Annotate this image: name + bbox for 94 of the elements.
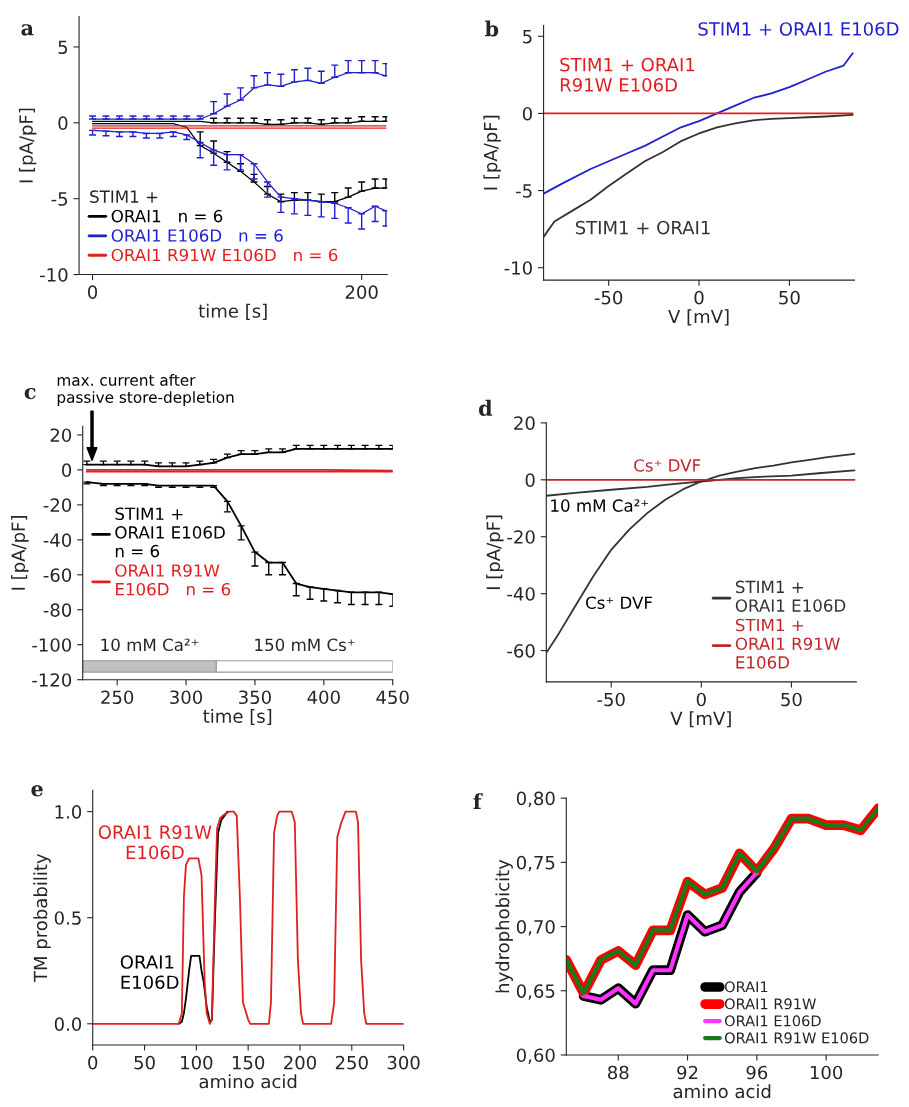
annotation: 10 mM Ca²⁺ — [551, 499, 649, 512]
x-tick-label: 400 — [307, 690, 340, 705]
y-tick-label: -20 — [43, 498, 72, 512]
chart-title: d — [478, 399, 493, 416]
chart-title: e — [31, 785, 43, 797]
y-tick-label: 5 — [523, 29, 532, 44]
x-tick-label: 96 — [746, 1065, 768, 1080]
series-label: ORAI1 R91W E106D — [98, 825, 212, 860]
chart-title: a — [21, 24, 34, 36]
y-axis-title: I [pA/pF] — [11, 516, 29, 590]
y-tick-label: -10 — [504, 261, 532, 275]
x-axis-title: V [mV] — [670, 711, 731, 728]
legend-title: STIM1 + — [90, 190, 158, 203]
x-tick-label: 50 — [779, 290, 800, 305]
chart-title: c — [24, 387, 36, 400]
y-tick-label: -40 — [43, 533, 72, 547]
x-tick-label: -50 — [594, 290, 623, 305]
legend-label: ORAI1 R91W E106D n = 6 — [111, 248, 338, 262]
x-tick-label: 450 — [376, 690, 409, 705]
x-tick-label: 250 — [335, 1055, 368, 1070]
y-tick-label: 20 — [514, 416, 535, 430]
chart-title: b — [484, 20, 499, 37]
x-tick-label: 88 — [608, 1065, 629, 1080]
y-tick-label: 0 — [58, 116, 68, 130]
y-tick-label: 0,70 — [516, 920, 555, 936]
y-axis-title: TM probability — [33, 853, 51, 983]
band-label: 10 mM Ca²⁺ — [101, 638, 199, 652]
x-tick-label: 50 — [781, 692, 802, 707]
y-tick-label: -20 — [507, 530, 535, 544]
y-tick-label: 0,60 — [516, 1048, 555, 1064]
y-tick-label: -60 — [507, 644, 535, 658]
x-axis-title: amino acid — [673, 1084, 771, 1099]
x-tick-label: 0 — [87, 285, 98, 299]
x-axis-title: time [s] — [203, 708, 272, 726]
annotation: Cs⁺ DVF — [585, 596, 653, 610]
x-axis-title: V [mV] — [668, 309, 729, 326]
text: STIM1 + ORAI1 E106D — [698, 22, 899, 36]
y-tick-label: 0 — [522, 106, 532, 121]
x-axis-title: time [s] — [198, 303, 267, 320]
y-tick-label: 0 — [62, 463, 72, 478]
band-label: 150 mM Cs⁺ — [255, 638, 355, 652]
y-tick-label: -40 — [507, 587, 535, 601]
x-tick-label: 0 — [696, 692, 706, 707]
x-tick-label: 100 — [810, 1065, 843, 1080]
x-tick-label: 300 — [170, 690, 203, 705]
y-tick-label: -80 — [43, 603, 72, 617]
legend-label: ORAI1 — [724, 981, 768, 993]
y-tick-label: 0 — [525, 473, 535, 487]
legend-label: STIM1 + ORAI1 E106D — [735, 580, 846, 612]
y-tick-label: 20 — [50, 428, 72, 443]
x-tick-label: 200 — [345, 285, 378, 299]
y-tick-label: 0.5 — [54, 911, 81, 925]
legend-label: STIM1 + ORAI1 R91W E106D — [735, 618, 840, 669]
legend-label: ORAI1 R91W E106D n = 6 — [115, 564, 231, 596]
y-tick-label: 0,65 — [516, 984, 555, 1000]
x-tick-label: 350 — [239, 690, 271, 705]
x-tick-label: 150 — [232, 1055, 265, 1070]
y-tick-label: -60 — [43, 568, 72, 582]
legend-label: ORAI1 R91W — [724, 998, 816, 1010]
annotation: Cs⁺ DVF — [634, 459, 701, 472]
text: max. current after passive store-depletion — [57, 374, 234, 406]
y-tick-label: -5 — [516, 184, 532, 198]
legend-label: ORAI1 n = 6 — [111, 209, 223, 223]
x-tick-label: 0 — [694, 290, 704, 305]
y-axis-title: hydrophobicity — [495, 859, 513, 993]
x-axis-title: amino acid — [199, 1074, 297, 1089]
x-tick-label: 100 — [181, 1055, 213, 1070]
y-tick-label: -100 — [32, 638, 72, 652]
y-tick-label: 0,75 — [516, 855, 555, 872]
x-tick-label: 250 — [101, 690, 134, 705]
series-label: STIM1 + ORAI1 — [575, 220, 710, 235]
series-label: STIM1 + ORAI1 R91W E106D — [560, 57, 695, 92]
y-tick-label: -120 — [32, 673, 72, 687]
legend-label: STIM1 + ORAI1 E106D n = 6 — [115, 507, 225, 558]
y-axis-title: I [pA/pF] — [483, 115, 501, 190]
legend-label: ORAI1 E106D n = 6 — [111, 229, 283, 242]
y-tick-label: -10 — [40, 268, 68, 282]
y-axis-title: I [pA/pF] — [486, 515, 504, 590]
x-tick-label: 92 — [677, 1065, 698, 1080]
series-label: ORAI1 E106D — [120, 955, 179, 990]
y-tick-label: 1.0 — [55, 805, 82, 819]
y-tick-label: -5 — [51, 192, 68, 206]
legend-label: ORAI1 E106D — [724, 1015, 821, 1027]
x-tick-label: 200 — [284, 1055, 316, 1070]
chart-title: f — [473, 793, 483, 810]
x-tick-label: 0 — [88, 1055, 98, 1070]
y-tick-label: 0.0 — [54, 1017, 82, 1031]
y-axis-title: I [pA/pF] — [18, 108, 37, 183]
legend-label: ORAI1 R91W E106D — [724, 1032, 869, 1044]
y-tick-label: 5 — [58, 40, 68, 55]
x-tick-label: 300 — [387, 1055, 420, 1070]
x-tick-label: 50 — [134, 1055, 155, 1070]
y-tick-label: 0,80 — [516, 791, 555, 808]
x-tick-label: -50 — [597, 692, 625, 707]
